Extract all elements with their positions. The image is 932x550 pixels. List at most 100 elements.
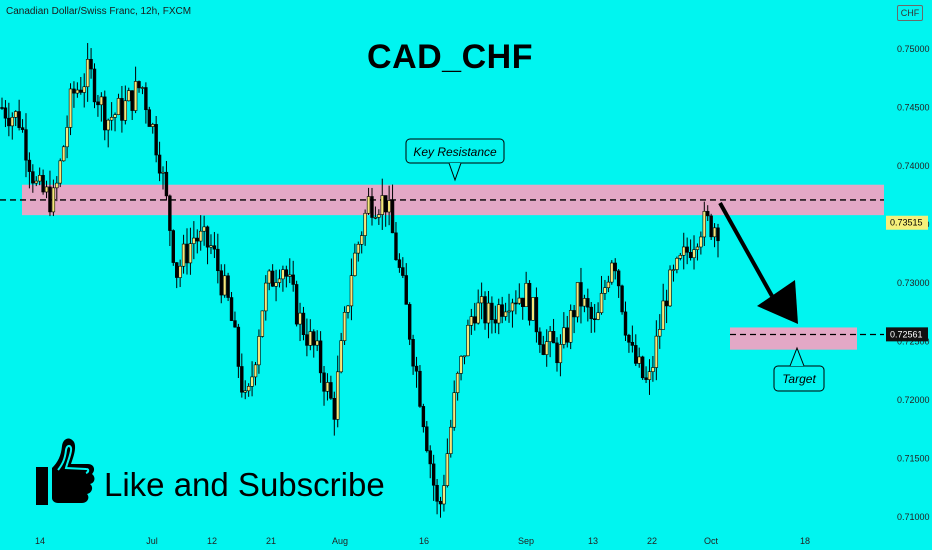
candle-body — [407, 304, 412, 340]
candle-body — [130, 90, 134, 111]
candle-body — [96, 101, 100, 106]
candle-body — [61, 146, 66, 162]
price-label-text: 0.72561 — [890, 329, 923, 339]
candle-body — [89, 58, 93, 70]
candle-body — [527, 282, 532, 321]
candle-body — [610, 262, 614, 283]
candle-body — [226, 275, 230, 298]
candle-body — [712, 227, 717, 238]
candle-body — [356, 244, 360, 254]
candle-body — [682, 246, 686, 256]
candle-body — [222, 275, 227, 296]
candle-body — [151, 124, 155, 127]
candle-body — [103, 96, 107, 131]
y-tick-label: 0.71500 — [897, 454, 930, 464]
candle-body — [284, 269, 289, 277]
candle-body — [455, 373, 460, 393]
candle-body — [260, 310, 265, 337]
candle-body — [517, 297, 522, 304]
candle-body — [120, 98, 124, 121]
candle-body — [702, 211, 706, 238]
candle-body — [490, 302, 494, 320]
candle-body — [654, 335, 659, 368]
candle-body — [147, 109, 152, 127]
candle-body — [37, 175, 42, 182]
candle-body — [469, 316, 474, 326]
candle-body — [606, 281, 611, 289]
candle-body — [85, 58, 90, 88]
candle-body — [589, 306, 593, 320]
candle-body — [476, 302, 480, 324]
candle-body — [171, 230, 175, 263]
candle-body — [664, 300, 669, 307]
candle-body — [253, 364, 258, 378]
candle-body — [65, 127, 69, 148]
x-tick-label: 13 — [588, 536, 598, 546]
candle-body — [246, 386, 251, 392]
candle-body — [10, 117, 14, 127]
candle-body — [79, 89, 83, 93]
candle-body — [82, 86, 86, 93]
currency-badge[interactable]: CHF — [897, 5, 923, 21]
candle-body — [154, 124, 158, 156]
candle-body — [109, 117, 114, 121]
candle-body — [106, 119, 110, 131]
candle-body — [661, 300, 665, 330]
candle-body — [236, 326, 241, 367]
candle-body — [685, 246, 689, 253]
candle-body — [353, 252, 357, 276]
candle-body — [479, 296, 484, 304]
forecast-arrow-head — [757, 280, 798, 324]
candle-body — [7, 117, 11, 127]
candle-body — [380, 195, 384, 215]
candle-body — [270, 270, 275, 287]
candle-body — [92, 68, 97, 103]
candle-body — [305, 334, 309, 346]
candle-body — [630, 341, 635, 346]
candle-body — [31, 171, 35, 184]
candle-body — [449, 426, 453, 454]
candle-body — [644, 377, 648, 380]
candle-body — [44, 186, 49, 193]
candle-body — [116, 98, 121, 115]
candle-body — [620, 285, 624, 313]
x-tick-label: 16 — [419, 536, 429, 546]
candle-body — [20, 127, 25, 130]
candle-body — [438, 500, 443, 505]
candle-body — [185, 243, 189, 264]
candle-body — [411, 339, 415, 367]
candle-body — [603, 287, 607, 294]
zone-target — [730, 327, 857, 350]
candle-body — [312, 331, 316, 346]
candle-body — [342, 312, 347, 341]
candle-body — [55, 182, 59, 189]
candle-body — [459, 356, 463, 374]
candle-body — [706, 211, 710, 217]
candle-body — [349, 275, 354, 307]
candle-body — [551, 331, 556, 344]
candle-body — [421, 406, 426, 428]
x-tick-label: 14 — [35, 536, 45, 546]
candle-body — [250, 376, 254, 387]
candle-body — [257, 336, 261, 366]
candle-body — [397, 259, 402, 268]
candle-body — [568, 310, 573, 343]
candle-body — [634, 345, 638, 364]
candle-body — [322, 372, 326, 392]
candle-body — [466, 324, 470, 357]
thumbs-up-icon — [28, 432, 98, 512]
candle-body — [366, 196, 371, 214]
candle-body — [264, 282, 268, 312]
candle-body — [695, 246, 700, 250]
y-tick-label: 0.75000 — [897, 44, 930, 54]
candle-body — [627, 334, 631, 343]
candle-body — [41, 175, 45, 193]
candle-body — [370, 196, 374, 218]
candle-body — [658, 329, 662, 337]
candle-body — [435, 484, 439, 502]
candle-body — [431, 463, 436, 486]
candle-body — [24, 129, 28, 161]
candle-body — [308, 331, 313, 346]
candle-body — [486, 302, 491, 324]
